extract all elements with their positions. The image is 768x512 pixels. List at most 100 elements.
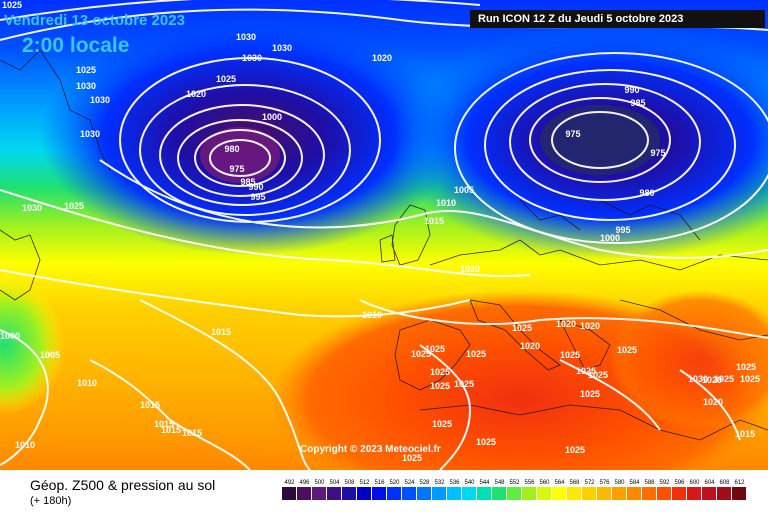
legend-swatch	[702, 487, 716, 500]
low-core-west	[200, 127, 280, 183]
isobar-label: 975	[229, 164, 244, 174]
isobar-label: 1025	[430, 367, 450, 377]
isobar-label: 1025	[2, 0, 22, 10]
legend-tick-label: 512	[359, 480, 370, 486]
isobar-label: 1020	[460, 264, 480, 274]
legend-tick-label: 564	[554, 480, 565, 486]
legend-swatch	[477, 487, 491, 500]
legend-tick-label: 580	[614, 480, 625, 486]
isobar-label: 1005	[40, 350, 60, 360]
isobar-label: 1025	[216, 74, 236, 84]
legend-tick-label: 584	[629, 480, 640, 486]
isobar-label: 1025	[580, 389, 600, 399]
isobar-label: 1015	[735, 429, 755, 439]
isobar-label: 985	[240, 177, 255, 187]
legend-tick-label: 572	[584, 480, 595, 486]
isobar-label: 1030	[76, 81, 96, 91]
legend-tick-label: 552	[509, 480, 520, 486]
legend-tick-label: 608	[719, 480, 730, 486]
legend-tick-label: 504	[329, 480, 340, 486]
isobar-label: 1020	[703, 397, 723, 407]
isobar-label: 980	[639, 188, 654, 198]
legend-swatch	[612, 487, 626, 500]
legend-swatch	[387, 487, 401, 500]
legend-swatch	[327, 487, 341, 500]
isobar-label: 1015	[161, 425, 181, 435]
isobar-label: 1015	[182, 428, 202, 438]
legend-swatch	[627, 487, 641, 500]
isobar-label: 1010	[362, 310, 382, 320]
legend-swatch	[507, 487, 521, 500]
isobar-label: 1030	[90, 95, 110, 105]
forecast-date: Vendredi 13 octobre 2023	[4, 12, 185, 29]
isobar-label: 1030	[236, 32, 256, 42]
isobar-label: 1030	[272, 43, 292, 53]
isobar-label: 1025	[76, 65, 96, 75]
isobar-label: 1010	[436, 198, 456, 208]
isobar-label: 1010	[77, 378, 97, 388]
isobar-label: 1025	[617, 345, 637, 355]
legend-tick-label: 492	[284, 480, 295, 486]
high-pressure-area-east	[610, 290, 768, 430]
isobar-label: 1020	[372, 53, 392, 63]
legend-tick-label: 516	[374, 480, 385, 486]
low-core-east	[540, 105, 660, 175]
legend-tick-label: 540	[464, 480, 475, 486]
legend-tick-label: 496	[299, 480, 310, 486]
isobar-label: 995	[250, 192, 265, 202]
legend-swatch	[372, 487, 386, 500]
legend-swatch	[462, 487, 476, 500]
isobar-label: 1025	[714, 374, 734, 384]
legend-swatch	[582, 487, 596, 500]
isobar-label: 1030	[80, 129, 100, 139]
legend-tick-label: 556	[524, 480, 535, 486]
legend-tick-label: 592	[659, 480, 670, 486]
isobar-label: 1025	[736, 362, 756, 372]
legend-tick-label: 524	[404, 480, 415, 486]
coastlines	[0, 49, 768, 441]
isobar-label: 1025	[64, 201, 84, 211]
isobars	[0, 0, 768, 470]
isobar-labels: 1025 1030 1030 1030 1020 1025 1030 1030 1025 1020…	[0, 0, 760, 463]
isobar-label: 1015	[154, 419, 174, 429]
forecast-time: 2:00 locale	[22, 34, 130, 57]
legend-tick-label: 600	[689, 480, 700, 486]
isobar-label: 1000	[262, 112, 282, 122]
legend-tick-label: 588	[644, 480, 655, 486]
legend-swatch	[597, 487, 611, 500]
isobar-label: 1025	[430, 381, 450, 391]
isobar-label: 1020	[556, 319, 576, 329]
forecast-hour: (+ 180h)	[30, 495, 72, 507]
isobar-label: 1025	[560, 350, 580, 360]
legend-tick-label: 508	[344, 480, 355, 486]
legend-swatch	[282, 487, 296, 500]
isobar-label: 1030	[22, 203, 42, 213]
legend-swatch	[417, 487, 431, 500]
isobar-label: 1010	[15, 440, 35, 450]
isobar-label: 1025	[576, 366, 596, 376]
legend-tick-label: 612	[734, 480, 745, 486]
legend-tick-label: 560	[539, 480, 550, 486]
isobar-label: 1025	[411, 349, 431, 359]
color-legend: 492 496 500 504 508 512 516 520 524 528 532 536 540 5…	[282, 480, 746, 500]
legend-swatch	[432, 487, 446, 500]
legend-tick-label: 596	[674, 480, 685, 486]
isobar-label: 1005	[454, 185, 474, 195]
legend-swatch	[642, 487, 656, 500]
isobar-label: 985	[630, 98, 645, 108]
legend-tick-label: 604	[704, 480, 715, 486]
copyright-text: Copyright © 2023 Meteociel.fr	[300, 444, 441, 455]
legend-tick-label: 500	[314, 480, 325, 486]
isobar-label: 1025	[432, 419, 452, 429]
chart-title: Géop. Z500 & pression au sol	[30, 477, 216, 493]
legend-tick-label: 568	[569, 480, 580, 486]
isobar-label: 1000	[600, 233, 620, 243]
green-area-west	[0, 275, 65, 415]
isobar-label: 1025	[402, 453, 422, 463]
isobar-label: 1020	[520, 341, 540, 351]
isobar-label: 1025	[454, 379, 474, 389]
isobar-label: 975	[565, 129, 580, 139]
isobar-label: 1025	[476, 437, 496, 447]
isobar-label: 1025	[565, 445, 585, 455]
pressure-map: 1025 1030 1030 1030 1020 1025 1030 1030 1025 1020…	[0, 0, 768, 470]
